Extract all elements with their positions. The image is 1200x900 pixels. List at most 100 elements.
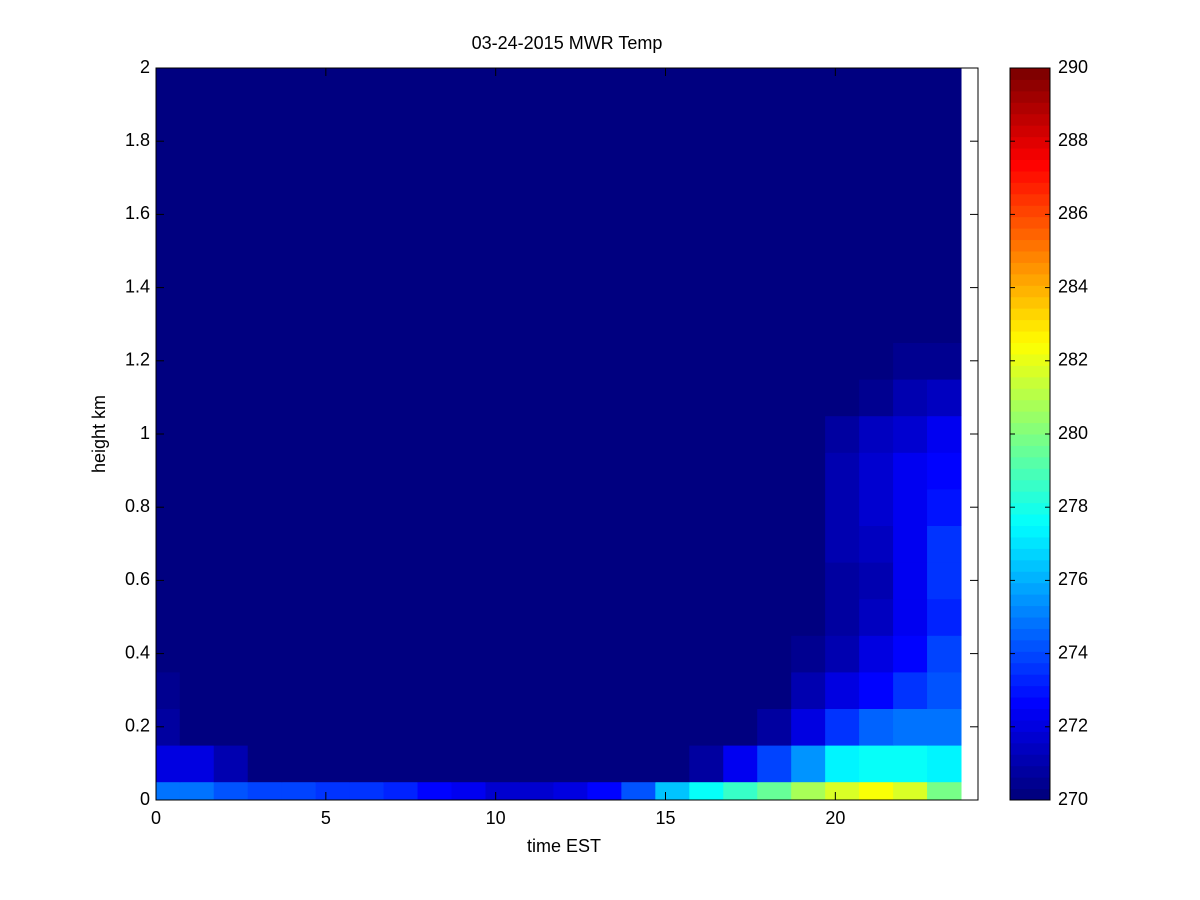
colorbar-swatch bbox=[1010, 193, 1050, 206]
heatmap-cell bbox=[417, 745, 453, 783]
heatmap-cell bbox=[859, 415, 894, 453]
heatmap-cell bbox=[757, 598, 792, 636]
heatmap-cell bbox=[621, 452, 656, 490]
heatmap-cell bbox=[689, 342, 724, 380]
heatmap-cell bbox=[281, 781, 317, 801]
colorbar-swatch bbox=[1010, 788, 1050, 801]
heatmap-cell bbox=[757, 452, 792, 490]
heatmap-cell bbox=[587, 562, 622, 600]
heatmap-cell bbox=[485, 415, 520, 453]
colorbar-swatch bbox=[1010, 697, 1050, 709]
heatmap-cell bbox=[927, 562, 962, 600]
heatmap-cell bbox=[791, 68, 826, 343]
heatmap-cell bbox=[825, 415, 860, 453]
y-tick-label: 1.4 bbox=[125, 276, 150, 296]
heatmap-cell bbox=[383, 635, 419, 673]
heatmap-cell bbox=[451, 68, 486, 343]
heatmap-cell bbox=[349, 342, 385, 380]
heatmap-cell bbox=[621, 708, 656, 746]
heatmap-cell bbox=[859, 452, 894, 490]
heatmap-cell bbox=[519, 525, 554, 563]
heatmap-cell bbox=[247, 488, 283, 526]
heatmap-cell bbox=[689, 781, 724, 801]
heatmap-cell bbox=[757, 525, 792, 563]
heatmap-cell bbox=[451, 671, 486, 709]
heatmap-cell bbox=[723, 525, 758, 563]
heatmap-cell bbox=[281, 525, 317, 563]
heatmap-cell bbox=[519, 68, 554, 343]
heatmap-cell bbox=[247, 525, 283, 563]
heatmap-cell bbox=[621, 488, 656, 526]
heatmap-cell bbox=[315, 342, 351, 380]
heatmap-cell bbox=[689, 452, 724, 490]
colorbar-swatch bbox=[1010, 182, 1050, 195]
heatmap-cell bbox=[417, 415, 453, 453]
colorbar-swatch bbox=[1010, 536, 1050, 549]
heatmap-cell bbox=[655, 671, 690, 709]
heatmap-cell bbox=[553, 342, 588, 380]
heatmap-cell bbox=[315, 708, 351, 746]
heatmap-cell bbox=[179, 68, 215, 343]
heatmap-cell bbox=[519, 708, 554, 746]
heatmap-cell bbox=[927, 635, 962, 673]
heatmap-cell bbox=[315, 598, 351, 636]
heatmap-cell bbox=[621, 671, 656, 709]
heatmap-cell bbox=[156, 379, 181, 417]
chart-title: 03-24-2015 MWR Temp bbox=[472, 33, 663, 53]
heatmap-cell bbox=[485, 598, 520, 636]
heatmap-cell bbox=[587, 635, 622, 673]
heatmap-cell bbox=[213, 68, 249, 343]
x-tick-label: 20 bbox=[825, 808, 845, 828]
heatmap-cell bbox=[587, 708, 622, 746]
colorbar-swatch bbox=[1010, 388, 1050, 401]
heatmap-cell bbox=[281, 562, 317, 600]
heatmap-cell bbox=[349, 708, 385, 746]
heatmap-cell bbox=[723, 598, 758, 636]
heatmap-cell bbox=[621, 635, 656, 673]
colorbar-swatch bbox=[1010, 651, 1050, 664]
heatmap-cell bbox=[791, 342, 826, 380]
heatmap-cell bbox=[179, 708, 215, 746]
heatmap-cell bbox=[655, 562, 690, 600]
colorbar-swatch bbox=[1010, 102, 1050, 115]
heatmap-cell bbox=[485, 525, 520, 563]
heatmap-cell bbox=[791, 671, 826, 709]
heatmap-cell bbox=[655, 598, 690, 636]
heatmap-cell bbox=[927, 708, 962, 746]
heatmap-cell bbox=[791, 598, 826, 636]
heatmap-cell bbox=[485, 745, 520, 783]
heatmap-cell bbox=[485, 708, 520, 746]
heatmap-cell bbox=[791, 781, 826, 801]
colorbar-tick-label: 286 bbox=[1058, 203, 1088, 223]
heatmap-cell bbox=[655, 635, 690, 673]
heatmap-cell bbox=[179, 452, 215, 490]
colorbar-swatch bbox=[1010, 148, 1050, 160]
colorbar-swatch bbox=[1010, 262, 1050, 275]
heatmap-cell bbox=[893, 708, 928, 746]
heatmap-cell bbox=[485, 452, 520, 490]
heatmap-cell bbox=[213, 708, 249, 746]
heatmap-cell bbox=[451, 562, 486, 600]
heatmap-cell bbox=[213, 745, 249, 783]
y-tick-label: 1 bbox=[140, 423, 150, 443]
heatmap-cell bbox=[315, 635, 351, 673]
heatmap-cell bbox=[825, 745, 860, 783]
heatmap-cell bbox=[621, 342, 656, 380]
y-tick-label: 0.2 bbox=[125, 716, 150, 736]
heatmap-cell bbox=[655, 68, 690, 343]
heatmap-cell bbox=[179, 562, 215, 600]
heatmap-cell bbox=[553, 452, 588, 490]
heatmap-cell bbox=[383, 598, 419, 636]
heatmap-cell bbox=[247, 562, 283, 600]
heatmap-cell bbox=[179, 488, 215, 526]
heatmap-cell bbox=[757, 68, 792, 343]
heatmap-cell bbox=[587, 598, 622, 636]
heatmap-cell bbox=[927, 525, 962, 563]
heatmap-cell bbox=[383, 671, 419, 709]
heatmap-cell bbox=[893, 745, 928, 783]
heatmap-cell bbox=[757, 562, 792, 600]
heatmap-cell bbox=[349, 525, 385, 563]
heatmap-cell bbox=[757, 635, 792, 673]
heatmap-cell bbox=[179, 635, 215, 673]
colorbar-swatch bbox=[1010, 90, 1050, 103]
